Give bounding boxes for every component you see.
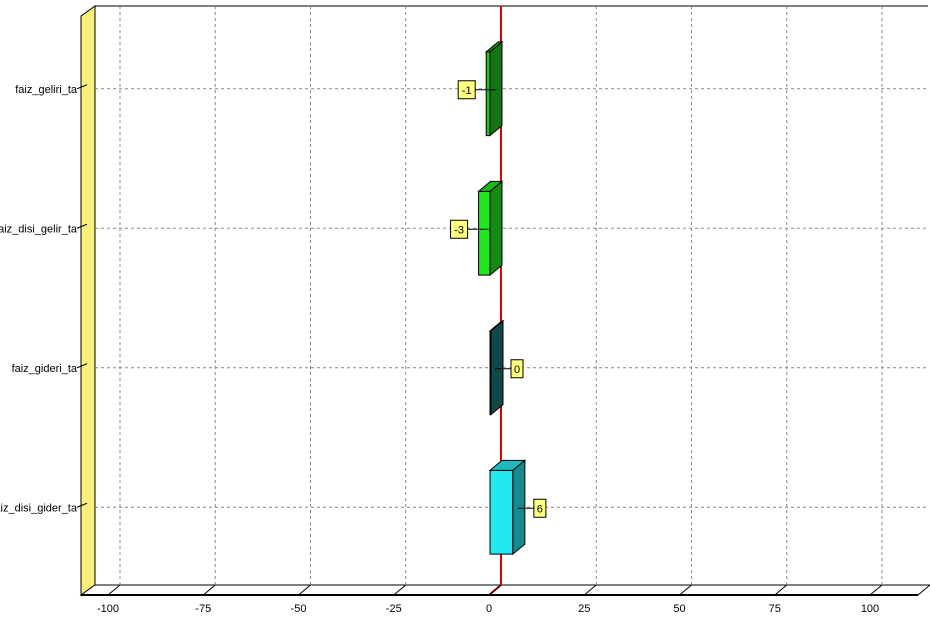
y-tick: [76, 363, 88, 369]
bar-front: [489, 469, 514, 555]
bar-side: [490, 319, 504, 416]
y-tick: [76, 223, 88, 229]
x-tick-label: -50: [291, 603, 307, 615]
x-tick: [298, 584, 311, 596]
data-label-box: [510, 359, 524, 379]
bar-side: [489, 180, 503, 277]
x-tick-label: 25: [578, 603, 590, 615]
x-tick-label: 0: [486, 603, 492, 615]
data-label: -3: [454, 224, 464, 236]
x-tick-label: 100: [861, 603, 879, 615]
bar-front: [485, 51, 491, 137]
x-tick: [393, 584, 407, 596]
x-tick: [869, 584, 883, 596]
x-tick-label: -75: [195, 603, 211, 615]
x-tick: [583, 584, 597, 596]
bar: [488, 319, 505, 416]
bar-front: [478, 190, 491, 276]
data-label: -1: [462, 85, 472, 97]
x-tick: [774, 584, 788, 596]
x-tick: [107, 584, 121, 596]
data-label-box: [457, 80, 476, 100]
y-tick-label: faiz_gideri_ta: [12, 363, 78, 375]
x-tick-label: 75: [769, 603, 781, 615]
data-label: 6: [537, 503, 543, 515]
x-tick: [488, 584, 502, 596]
bar: [484, 40, 504, 137]
x-tick-label: 50: [673, 603, 685, 615]
bar-side: [512, 459, 526, 556]
data-label-box: [450, 219, 469, 239]
bar: [488, 459, 527, 556]
data-label: 0: [514, 364, 520, 376]
x-tick-label: -100: [97, 603, 119, 615]
y-tick: [76, 502, 88, 508]
x-tick-label: -25: [386, 603, 402, 615]
y-tick: [76, 84, 88, 90]
y-tick-label: faiz_geliri_ta: [15, 84, 78, 96]
data-label-box: [533, 498, 547, 518]
x-tick: [679, 584, 692, 596]
x-tick: [202, 584, 216, 596]
bar: [477, 180, 504, 277]
left-wall: [80, 5, 96, 596]
bar-side: [489, 40, 503, 137]
floor: [79, 584, 930, 596]
y-tick-label: faiz_disi_gelir_ta: [0, 223, 78, 235]
y-tick-label: faiz_disi_gider_ta: [0, 502, 78, 514]
